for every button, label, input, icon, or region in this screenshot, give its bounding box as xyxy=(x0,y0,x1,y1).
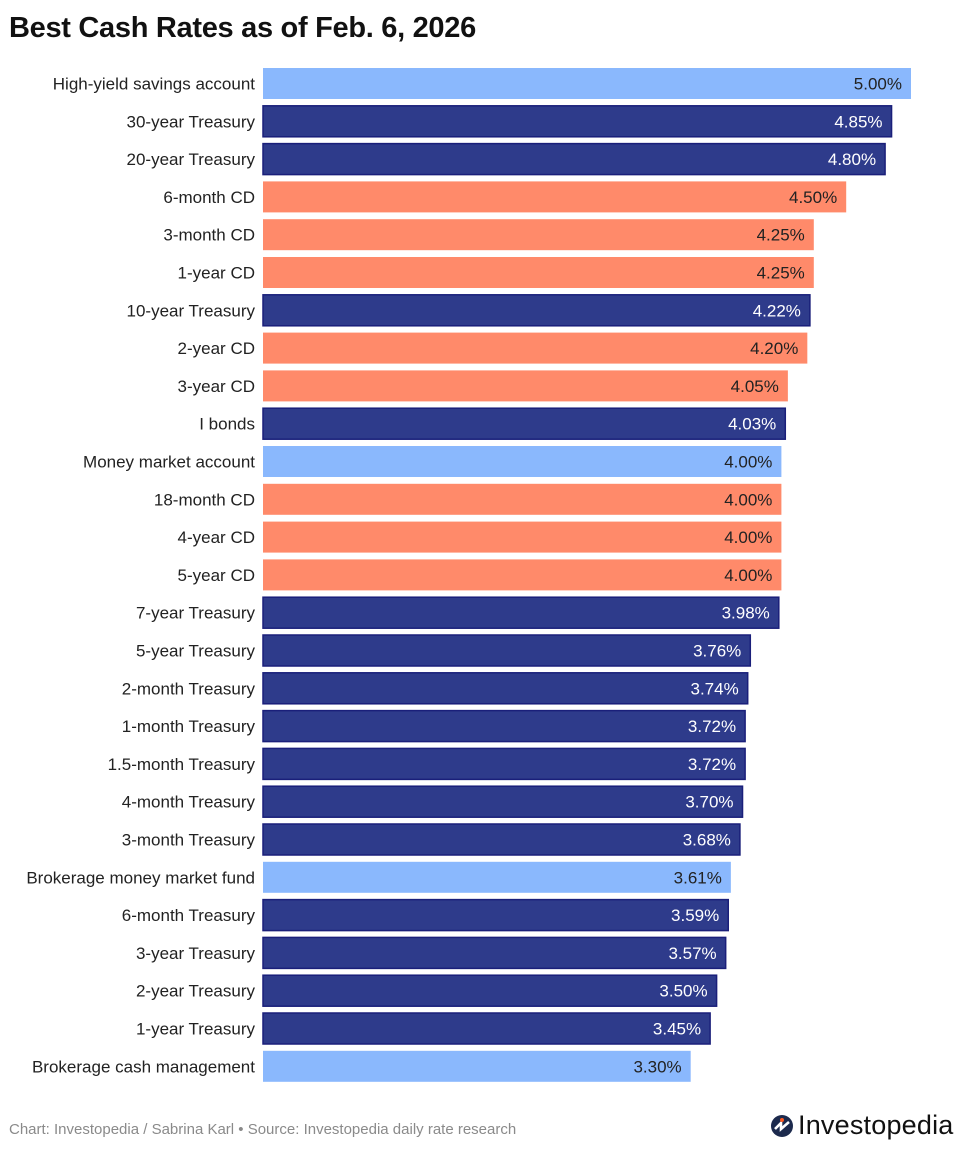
bar-deposit xyxy=(263,446,782,477)
value-label: 3.76% xyxy=(693,642,741,661)
category-label: 5-year Treasury xyxy=(136,642,256,661)
category-label: 3-month CD xyxy=(163,226,255,245)
bar-cd xyxy=(263,332,808,364)
value-label: 3.70% xyxy=(685,793,733,812)
bar-treasury xyxy=(262,672,749,705)
value-label: 4.03% xyxy=(728,415,776,434)
bar-treasury xyxy=(262,142,886,176)
value-label: 4.85% xyxy=(834,112,882,131)
bar-deposit xyxy=(263,1050,691,1082)
category-label: 1.5-month Treasury xyxy=(108,755,256,774)
value-label: 4.00% xyxy=(724,490,772,509)
value-label: 3.72% xyxy=(688,717,736,736)
category-label: 2-year Treasury xyxy=(136,982,256,1001)
value-label: 3.74% xyxy=(691,679,739,698)
category-label: 1-month Treasury xyxy=(122,717,256,736)
bar-cd xyxy=(263,181,847,213)
bar-cd xyxy=(263,257,814,288)
value-label: 3.45% xyxy=(653,1020,701,1039)
bar-treasury xyxy=(262,898,730,932)
category-label: 3-month Treasury xyxy=(122,831,256,850)
category-label: Brokerage cash management xyxy=(32,1057,255,1076)
value-label: 4.25% xyxy=(757,264,805,283)
investopedia-logo-icon xyxy=(771,1114,793,1137)
bar-treasury xyxy=(262,785,744,818)
category-label: High-yield savings account xyxy=(53,75,255,94)
category-label: 5-year CD xyxy=(178,566,255,585)
value-label: 4.05% xyxy=(731,377,779,396)
value-label: 4.00% xyxy=(724,566,772,585)
value-label: 4.25% xyxy=(757,226,805,245)
bar-treasury xyxy=(262,974,718,1007)
bar-treasury xyxy=(262,709,746,743)
value-label: 4.50% xyxy=(789,188,837,207)
category-label: 18-month CD xyxy=(154,490,255,509)
bar-treasury xyxy=(262,936,727,970)
bar-deposit xyxy=(263,861,731,893)
value-label: 4.20% xyxy=(750,339,798,358)
category-label: 6-month Treasury xyxy=(122,906,256,925)
investopedia-logo: Investopedia xyxy=(770,1110,954,1141)
bar-treasury xyxy=(262,1012,711,1045)
category-label: 3-year Treasury xyxy=(136,944,256,963)
value-label: 4.22% xyxy=(753,301,801,320)
chart-title: Best Cash Rates as of Feb. 6, 2026 xyxy=(9,12,476,44)
value-label: 3.72% xyxy=(688,755,736,774)
value-label: 4.00% xyxy=(724,453,772,472)
bar-treasury xyxy=(262,823,741,856)
logo-text: Investopedia xyxy=(798,1110,954,1140)
bar-cd xyxy=(263,559,782,591)
value-label: 3.98% xyxy=(722,604,770,623)
value-label: 3.59% xyxy=(671,906,719,925)
category-label: 4-year CD xyxy=(178,528,255,547)
value-label: 4.00% xyxy=(724,528,772,547)
category-label: 20-year Treasury xyxy=(127,150,256,169)
category-label: Brokerage money market fund xyxy=(26,868,255,887)
category-label: I bonds xyxy=(199,415,255,434)
bar-treasury xyxy=(262,596,780,629)
bar-treasury xyxy=(262,634,752,667)
source-credit: Chart: Investopedia / Sabrina Karl • Sou… xyxy=(9,1121,517,1138)
category-label: Money market account xyxy=(83,453,255,472)
value-label: 3.61% xyxy=(674,868,722,887)
value-label: 3.57% xyxy=(668,944,716,963)
category-label: 2-year CD xyxy=(178,339,255,358)
category-label: 3-year CD xyxy=(178,377,255,396)
category-label: 30-year Treasury xyxy=(127,112,256,131)
category-label: 1-year CD xyxy=(178,264,255,283)
value-label: 4.80% xyxy=(828,150,876,169)
bar-cd xyxy=(263,370,788,402)
value-label: 3.68% xyxy=(683,831,731,850)
bar-deposit xyxy=(263,68,911,99)
bar-treasury xyxy=(262,294,811,327)
bar-cd xyxy=(263,521,782,553)
bar-chart: High-yield savings account 5.00% 30-year T… xyxy=(26,68,911,1082)
bar-treasury xyxy=(262,407,787,440)
category-label: 2-month Treasury xyxy=(122,679,256,698)
bar-treasury xyxy=(262,747,746,781)
category-label: 7-year Treasury xyxy=(136,604,256,623)
value-label: 3.50% xyxy=(659,982,707,1001)
category-label: 10-year Treasury xyxy=(127,301,256,320)
category-label: 4-month Treasury xyxy=(122,793,256,812)
bar-cd xyxy=(263,483,782,515)
category-label: 6-month CD xyxy=(163,188,255,207)
value-label: 3.30% xyxy=(633,1057,681,1076)
bar-treasury xyxy=(262,105,893,138)
category-label: 1-year Treasury xyxy=(136,1020,256,1039)
value-label: 5.00% xyxy=(854,75,902,94)
bar-cd xyxy=(263,219,814,251)
